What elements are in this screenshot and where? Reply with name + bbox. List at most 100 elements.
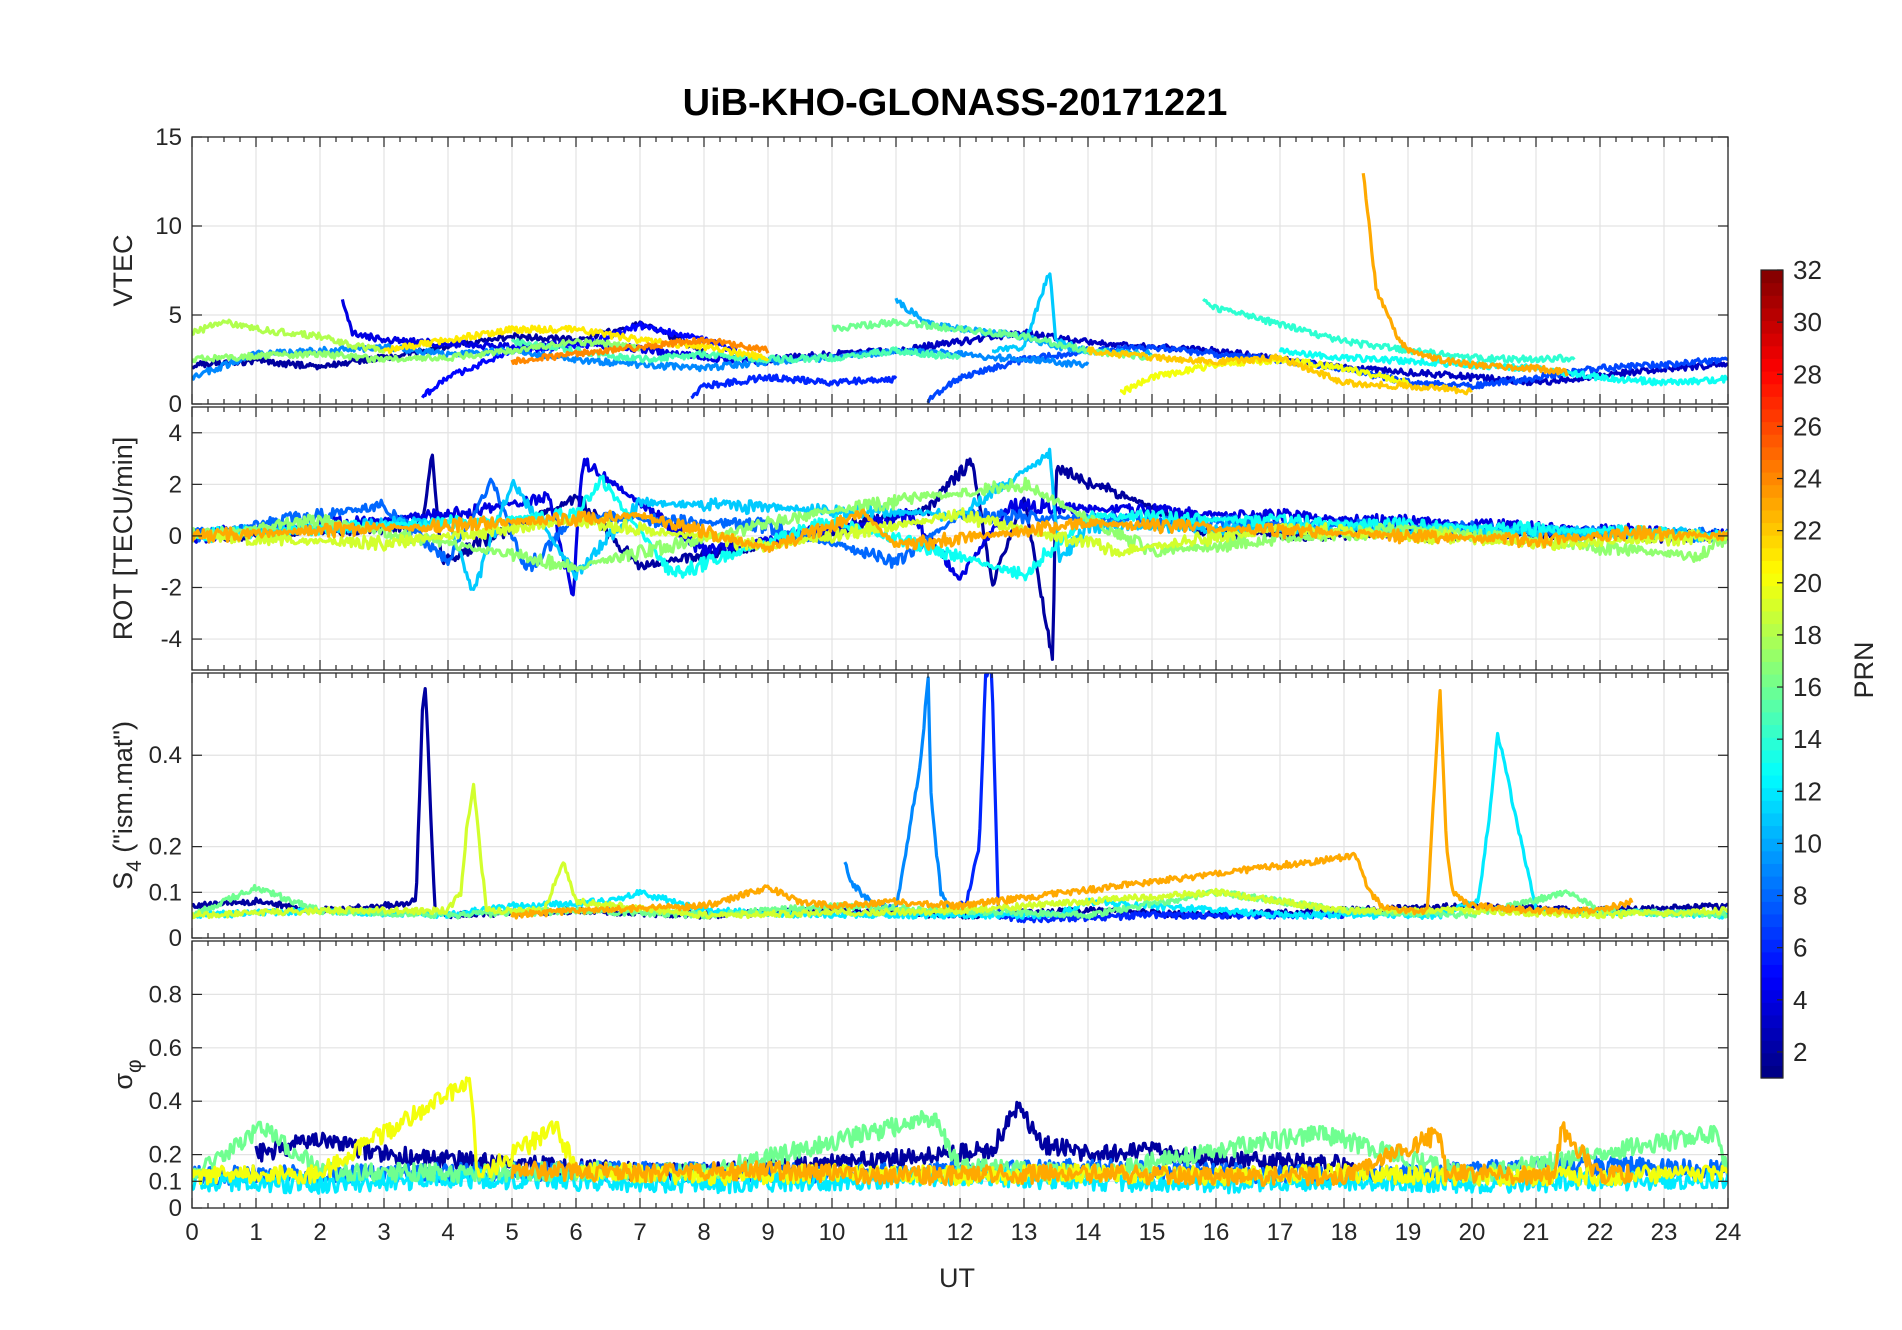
x-tick-label: 14: [1075, 1219, 1102, 1246]
series-prn-24: [510, 336, 770, 366]
colorbar-tick-label: 26: [1793, 411, 1822, 441]
colorbar-level: [1761, 282, 1783, 296]
series-prn-12: [192, 1165, 1728, 1195]
colorbar-level: [1761, 888, 1783, 902]
y-tick-label: 0: [169, 1195, 182, 1222]
colorbar-level: [1761, 434, 1783, 448]
x-tick-label: 15: [1139, 1219, 1166, 1246]
colorbar-level: [1761, 989, 1783, 1003]
colorbar-tick-label: 30: [1793, 307, 1822, 337]
colorbar-level: [1761, 383, 1783, 397]
colorbar-tick-label: 2: [1793, 1037, 1807, 1067]
x-tick-label: 3: [377, 1219, 390, 1246]
x-tick-label: 1: [249, 1219, 262, 1246]
colorbar-box: [1760, 269, 1784, 1079]
x-tick-label: 23: [1651, 1219, 1678, 1246]
colorbar-level: [1761, 484, 1783, 498]
colorbar-level: [1761, 371, 1783, 385]
y-axis-label: σφ: [108, 1059, 146, 1089]
colorbar-tick-label: 32: [1793, 255, 1822, 285]
colorbar-level: [1761, 497, 1783, 511]
colorbar-tick-label: 4: [1793, 985, 1807, 1015]
colorbar-level: [1761, 270, 1783, 284]
y-tick-label: 10: [155, 213, 182, 240]
y-tick-label: 0.2: [149, 1142, 182, 1169]
colorbar-level: [1761, 800, 1783, 814]
colorbar-level: [1761, 812, 1783, 827]
colorbar-level: [1761, 585, 1783, 599]
colorbar-level: [1761, 547, 1783, 561]
colorbar-tick-label: 22: [1793, 516, 1822, 546]
series-prn-23: [192, 508, 1728, 553]
colorbar-level: [1761, 610, 1783, 625]
y-tick-label: 0.8: [149, 981, 182, 1008]
x-tick-label: 13: [1011, 1219, 1038, 1246]
series-group: [192, 172, 1728, 404]
x-tick-label: 22: [1587, 1219, 1614, 1246]
colorbar-level: [1761, 1065, 1783, 1079]
colorbar-level: [1761, 598, 1783, 612]
y-axis-label: ROT [TECU/min]: [108, 437, 138, 641]
colorbar-tick-label: 14: [1793, 724, 1822, 754]
colorbar-level: [1761, 1027, 1783, 1041]
colorbar-tick-label: 28: [1793, 359, 1822, 389]
series-prn-19: [192, 782, 1728, 920]
colorbar-level: [1761, 307, 1783, 322]
panel-2: -4 -2 0 2 4 ROT [TECU/min]: [108, 406, 1729, 671]
x-tick-label: 18: [1331, 1219, 1358, 1246]
x-tick-label: 11: [884, 1219, 909, 1246]
colorbar-level: [1761, 1014, 1783, 1029]
colorbar-level: [1761, 977, 1783, 991]
y-tick-label: 4: [169, 420, 182, 447]
panel-3: 0 0.1 0.2 0.4S4 ("ism.mat"): [108, 672, 1729, 952]
colorbar-tick-label: 16: [1793, 672, 1822, 702]
colorbar-level: [1761, 396, 1783, 410]
colorbar-label: PRN: [1849, 641, 1879, 698]
colorbar-level: [1761, 459, 1783, 473]
panel-4: 00.10.20.40.60.80 1 2 3 4 5 6 7 8 9 10 11 12 13 14 15 16…: [108, 940, 1741, 1246]
x-tick-label: 16: [1203, 1219, 1230, 1246]
colorbar-level: [1761, 1002, 1783, 1016]
colorbar-level: [1761, 876, 1783, 890]
colorbar-tick-label: 18: [1793, 620, 1822, 650]
colorbar-level: [1761, 699, 1783, 713]
colorbar-level: [1761, 711, 1783, 726]
colorbar-level: [1761, 749, 1783, 763]
colorbar-level: [1761, 1052, 1783, 1066]
colorbar-level: [1761, 1040, 1783, 1054]
colorbar-level: [1761, 901, 1783, 915]
y-tick-label: 0.2: [149, 834, 182, 861]
y-tick-label: 0.1: [149, 1168, 182, 1195]
colorbar-level: [1761, 939, 1783, 953]
colorbar-level: [1761, 333, 1783, 347]
colorbar-level: [1761, 926, 1783, 940]
x-tick-label: 12: [947, 1219, 974, 1246]
series-prn-14: [1202, 297, 1576, 364]
colorbar-level: [1761, 535, 1783, 549]
colorbar-level: [1761, 838, 1783, 852]
series-prn-21: [382, 324, 770, 362]
colorbar-tick-label: 12: [1793, 776, 1822, 806]
y-tick-label: 5: [169, 302, 182, 329]
series-prn-23: [1361, 172, 1570, 377]
colorbar-level: [1761, 573, 1783, 587]
chart-title: UiB-KHO-GLONASS-20171221: [683, 82, 1228, 124]
series-prn-22: [1086, 346, 1473, 396]
series-prn-18: [192, 318, 386, 355]
colorbar-level: [1761, 358, 1783, 372]
colorbar-level: [1761, 421, 1783, 435]
y-tick-label: 0: [169, 391, 182, 418]
series-group: [192, 673, 1728, 924]
series-prn-23: [510, 689, 1634, 920]
colorbar-level: [1761, 472, 1783, 486]
colorbar-level: [1761, 295, 1783, 309]
series-group: [192, 1076, 1728, 1195]
y-tick-label: -2: [161, 574, 182, 601]
colorbar-level: [1761, 345, 1783, 359]
colorbar-level: [1761, 724, 1783, 738]
y-tick-label: 0: [169, 523, 182, 550]
x-tick-label: 9: [761, 1219, 774, 1246]
colorbar-tick-label: 10: [1793, 828, 1822, 858]
